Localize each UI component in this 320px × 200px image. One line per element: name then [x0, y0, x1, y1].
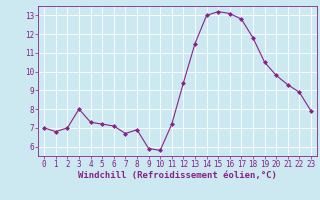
X-axis label: Windchill (Refroidissement éolien,°C): Windchill (Refroidissement éolien,°C): [78, 171, 277, 180]
